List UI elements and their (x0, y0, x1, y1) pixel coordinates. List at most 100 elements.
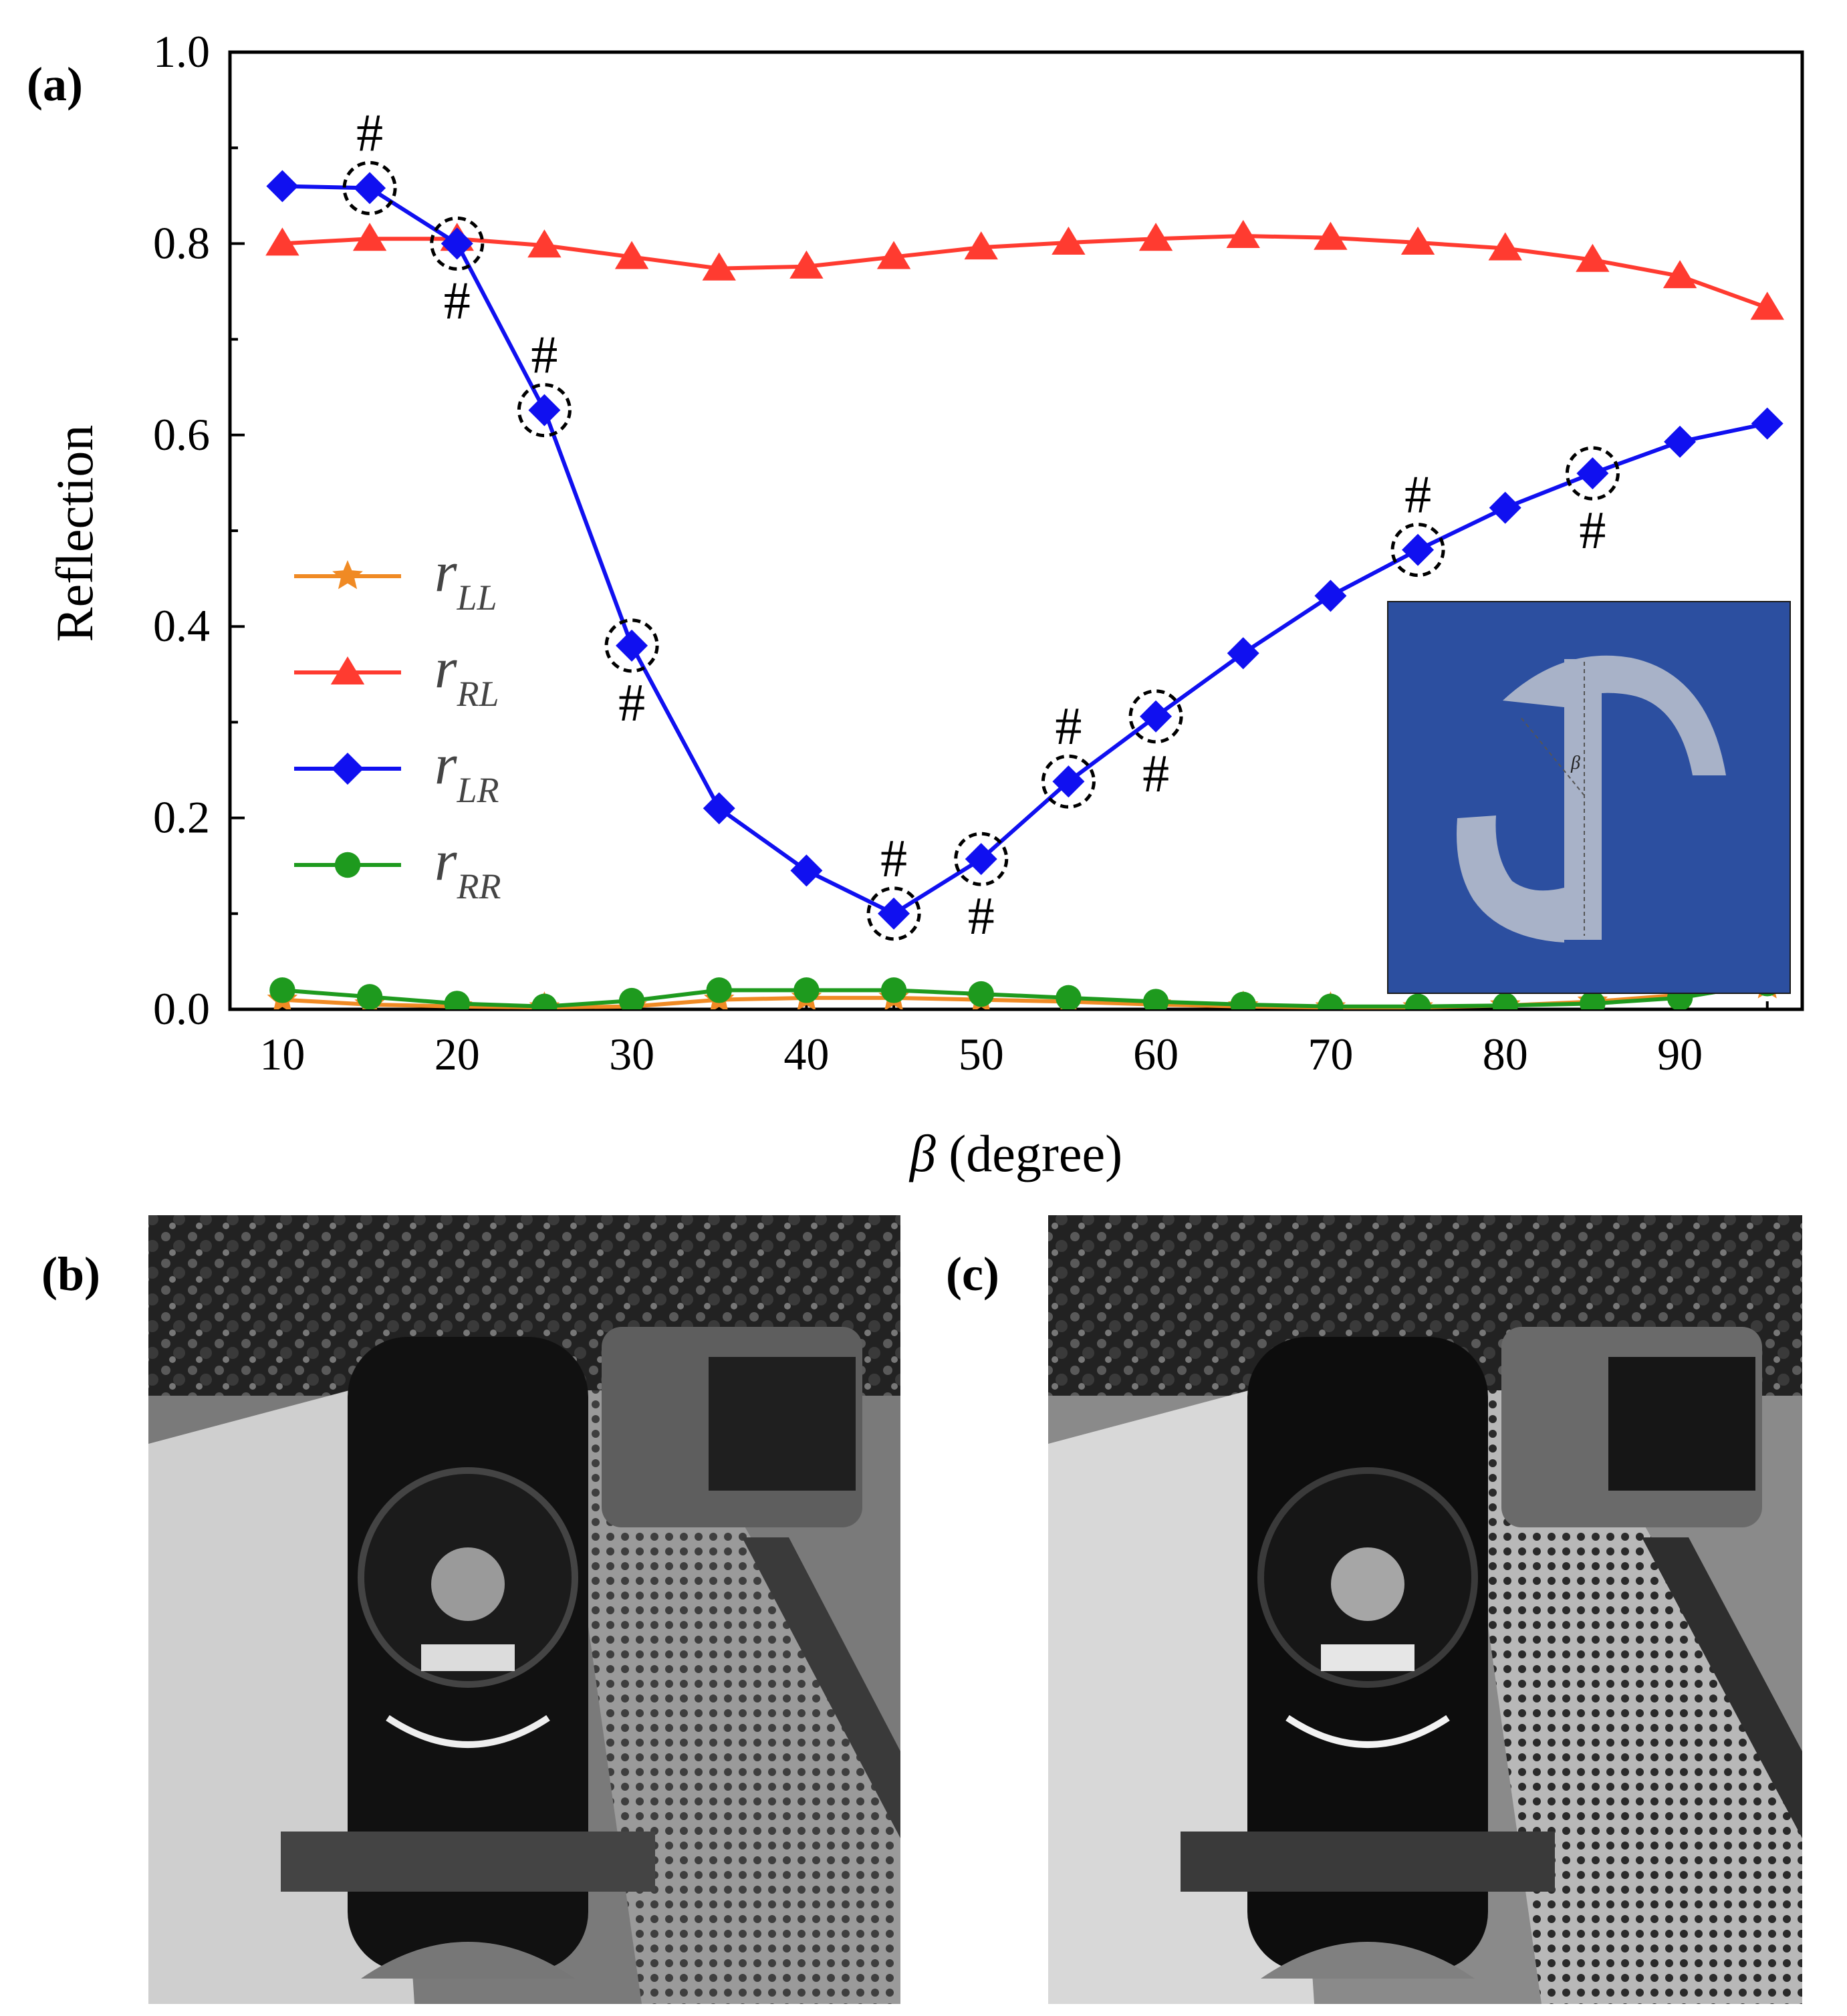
inset-upper-arc (1503, 655, 1726, 775)
inset-structure-diagram: β (1387, 601, 1791, 994)
point-LR (441, 227, 473, 260)
x-axis-symbol: β (908, 1124, 936, 1182)
point-LR (1052, 765, 1085, 798)
point-RR (269, 977, 295, 1003)
point-LR (1664, 425, 1697, 458)
inset-stem (1564, 659, 1602, 940)
point-LR (1402, 533, 1435, 566)
hash-mark: # (356, 104, 383, 162)
hash-mark: # (968, 887, 995, 946)
point-RR (880, 977, 907, 1003)
image-panel-c (1048, 1215, 1802, 2004)
inset-beta-label: β (1570, 753, 1580, 773)
point-LR (703, 792, 735, 825)
series-line-RL (282, 233, 1768, 310)
highlight-circle (1390, 523, 1445, 578)
highlight-circle (954, 832, 1009, 886)
legend-item-RR: rRR (294, 828, 501, 906)
point-RR (531, 993, 558, 1009)
legend-marker (334, 852, 361, 878)
point-RL (1663, 260, 1697, 289)
point-RL (1052, 226, 1086, 255)
inset-lower-arc (1457, 815, 1564, 942)
x-tick-label: 10 (259, 1029, 305, 1080)
point-LR (1227, 637, 1259, 670)
x-axis-title: β (degree) (908, 1124, 1122, 1182)
x-tick-label: 50 (959, 1029, 1004, 1080)
highlight-circle (1565, 446, 1620, 501)
hash-mark: # (880, 830, 907, 888)
x-tick-label: 90 (1657, 1029, 1703, 1080)
hash-mark: # (1579, 501, 1606, 560)
y-tick-label: 0.4 (153, 600, 210, 651)
point-RL (352, 223, 387, 251)
x-tick-label: 70 (1308, 1029, 1353, 1080)
hash-mark: # (444, 271, 471, 330)
image-c-cowcatcher (1261, 1942, 1475, 1979)
legend-item-LL: rLL (294, 539, 497, 618)
point-RL (1138, 223, 1173, 251)
point-LR (616, 629, 648, 662)
image-c-train-right-front (1608, 1357, 1755, 1491)
legend-item-RL: rRL (294, 636, 499, 714)
x-tick-label: 40 (783, 1029, 829, 1080)
x-axis: 10 20 30 40 50 60 70 80 90 (259, 995, 1769, 1080)
highlight-circle (866, 886, 921, 941)
inset-angle-line (1519, 716, 1585, 796)
point-LR (528, 394, 561, 426)
annotation-layer (342, 160, 1620, 941)
image-c-buffer-beam (1181, 1832, 1555, 1892)
legend: rLL rRL rLR rRR (294, 539, 501, 906)
point-RR (1318, 993, 1344, 1009)
point-RR (618, 987, 645, 1009)
image-c-handrail (1285, 1715, 1450, 1748)
x-tick-label: 80 (1483, 1029, 1528, 1080)
point-RL (1400, 226, 1435, 255)
point-RL (702, 252, 736, 281)
point-RR (444, 991, 470, 1009)
y-tick-label: 0.2 (153, 792, 210, 843)
legend-label: rLL (435, 539, 497, 618)
image-b-number-plate (421, 1644, 515, 1671)
y-axis-title: Reflection (45, 425, 104, 642)
point-RR (968, 981, 994, 1007)
hash-mark: # (531, 326, 558, 385)
highlight-circle (604, 618, 659, 673)
hash-mark: # (1055, 697, 1082, 756)
image-b-track (742, 1537, 900, 1838)
point-LR (1140, 700, 1173, 733)
image-c-track (1642, 1537, 1802, 1838)
point-RL (964, 231, 998, 260)
point-RR (1142, 989, 1169, 1009)
legend-item-LR: rLR (294, 732, 499, 810)
series-LR (266, 170, 1783, 930)
point-RL (789, 250, 824, 279)
legend-label: rRR (435, 828, 501, 906)
image-b-cowcatcher (361, 1942, 575, 1979)
point-RR (793, 977, 820, 1003)
x-tick-label: 60 (1133, 1029, 1179, 1080)
image-b-train-right-front (709, 1357, 856, 1491)
hash-mark: # (1142, 745, 1169, 803)
point-RR (1230, 991, 1256, 1009)
highlight-circle (1041, 754, 1096, 809)
point-RR (1056, 985, 1082, 1009)
point-RR (1404, 993, 1431, 1009)
legend-label: rLR (435, 732, 499, 810)
legend-label: rRL (435, 636, 499, 714)
point-LR (790, 854, 823, 887)
y-tick-label: 0.8 (153, 217, 210, 268)
point-RL (876, 241, 911, 269)
legend-marker (332, 560, 363, 590)
x-tick-label: 20 (435, 1029, 480, 1080)
series-RL (265, 219, 1784, 320)
image-c-locomotive-lamp (1331, 1547, 1404, 1621)
y-axis: 0.0 0.2 0.4 0.6 0.8 1.0 (153, 26, 245, 1034)
image-b-locomotive-lamp (431, 1547, 505, 1621)
point-LR (1314, 580, 1347, 612)
point-LR (878, 897, 910, 930)
point-RL (1488, 232, 1522, 261)
hash-mark: # (1404, 466, 1431, 525)
point-LR (1576, 457, 1609, 490)
image-c-number-plate (1321, 1644, 1414, 1671)
